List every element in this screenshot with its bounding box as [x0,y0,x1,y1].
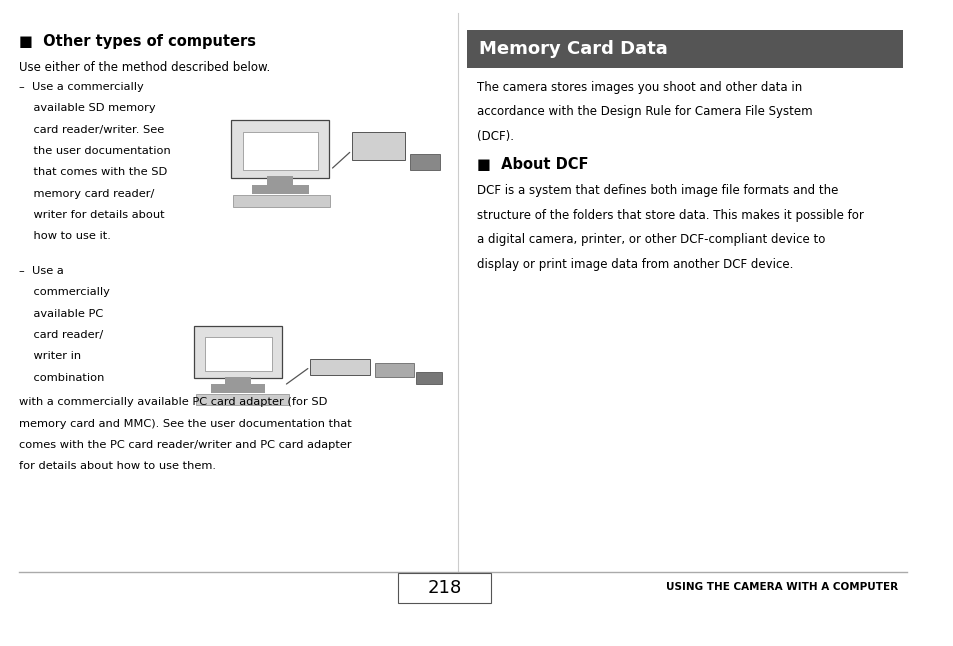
Text: commercially: commercially [18,287,110,297]
Bar [310,359,370,375]
Bar [225,377,251,386]
Text: card reader/: card reader/ [18,330,103,340]
FancyBboxPatch shape [467,30,902,68]
Text: for details about how to use them.: for details about how to use them. [18,461,215,471]
Bar [232,120,328,178]
Text: Memory Card Data: Memory Card Data [478,40,667,58]
Bar [410,154,439,170]
Text: with a commercially available PC card adapter (for SD: with a commercially available PC card ad… [18,397,327,407]
Text: available PC: available PC [18,309,103,318]
Text: DCF is a system that defines both image file formats and the: DCF is a system that defines both image … [476,184,838,197]
Text: a digital camera, printer, or other DCF-compliant device to: a digital camera, printer, or other DCF-… [476,233,824,246]
Text: combination: combination [18,373,104,382]
Text: available SD memory: available SD memory [18,103,155,113]
Bar [416,372,441,384]
Text: 218: 218 [427,579,461,597]
Text: display or print image data from another DCF device.: display or print image data from another… [476,258,792,271]
Text: ■  Other types of computers: ■ Other types of computers [18,34,255,48]
Bar [211,384,265,393]
Text: Use either of the method described below.: Use either of the method described below… [18,61,270,74]
Bar [194,326,282,378]
Bar [233,195,330,207]
Text: how to use it.: how to use it. [18,231,111,241]
Text: –  Use a commercially: – Use a commercially [18,82,143,92]
Bar [375,363,414,377]
Text: structure of the folders that store data. This makes it possible for: structure of the folders that store data… [476,209,862,222]
Text: the user documentation: the user documentation [18,146,170,156]
Text: USING THE CAMERA WITH A COMPUTER: USING THE CAMERA WITH A COMPUTER [665,582,897,592]
Bar [252,185,309,194]
Bar [352,132,405,160]
Text: writer in: writer in [18,351,81,361]
Text: writer for details about: writer for details about [18,210,164,220]
Bar [204,337,272,371]
Text: comes with the PC card reader/writer and PC card adapter: comes with the PC card reader/writer and… [18,440,351,450]
Text: (DCF).: (DCF). [476,130,514,143]
Text: –  Use a: – Use a [18,266,63,276]
Text: The camera stores images you shoot and other data in: The camera stores images you shoot and o… [476,81,801,94]
Text: card reader/writer. See: card reader/writer. See [18,125,164,134]
Text: memory card reader/: memory card reader/ [18,189,153,198]
Text: ■  About DCF: ■ About DCF [476,157,588,172]
Text: that comes with the SD: that comes with the SD [18,167,167,177]
Bar [397,573,490,603]
Bar [196,394,289,405]
Text: accordance with the Design Rule for Camera File System: accordance with the Design Rule for Came… [476,105,812,118]
Bar [266,176,293,186]
Text: memory card and MMC). See the user documentation that: memory card and MMC). See the user docum… [18,419,351,428]
Bar [242,132,317,170]
